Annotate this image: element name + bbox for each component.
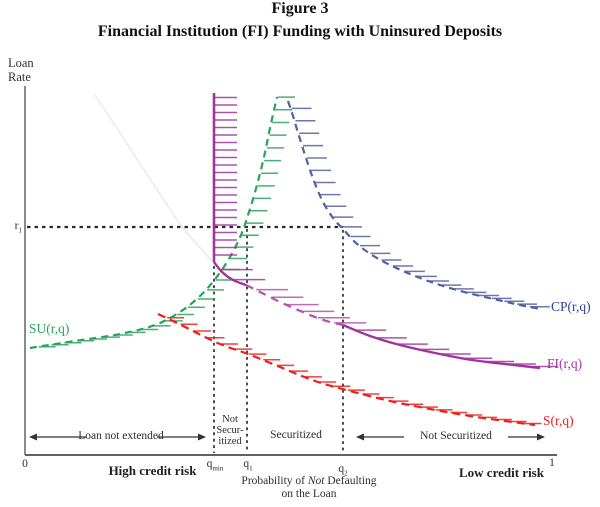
region-label-not-securitized: Not Securitized: [420, 430, 492, 442]
x-axis-label-line1: Probability of Not Defaulting: [241, 475, 377, 487]
region-arrow-head: [29, 433, 37, 441]
curve-fi-right: [342, 323, 541, 370]
x-tick-q1: q1: [243, 458, 253, 473]
curve-fi-faint: [94, 94, 215, 264]
curve-cp: [286, 100, 541, 311]
curve-label-s: S(r,q): [543, 413, 574, 428]
region-label-not-securitized-narrow: Not Secur-itized: [216, 414, 244, 447]
x-axis-label-line2: on the Loan: [281, 488, 337, 500]
x-tick-qmin: qmin: [206, 458, 224, 473]
y-axis-label: Loan Rate: [8, 56, 34, 84]
x-region-high-credit-risk: High credit risk: [108, 463, 197, 478]
region-label-loan-not-extended: Loan not extended: [78, 430, 164, 442]
region-arrow-head: [537, 433, 545, 441]
figure-title: Financial Institution (FI) Funding with …: [97, 23, 503, 40]
region-arrow-head: [356, 433, 364, 441]
curve-label-fi: FI(r,q): [547, 356, 583, 371]
figure-number: Figure 3: [271, 0, 329, 17]
x-region-low-credit-risk: Low credit risk: [459, 465, 544, 480]
curve-s: [157, 313, 536, 427]
r1-guide-label: r1: [14, 220, 22, 235]
curve-fi-bend: [213, 261, 247, 287]
x-tick-1: 1: [549, 457, 555, 469]
x-tick-0: 0: [22, 458, 28, 470]
x-tick-q2: q2: [338, 463, 348, 478]
curve-su: [29, 96, 279, 350]
region-arrow-head: [198, 433, 206, 441]
region-label-securitized: Securitized: [270, 429, 322, 441]
curve-label-cp: CP(r,q): [551, 299, 591, 314]
curve-label-su: SU(r,q): [29, 321, 70, 336]
curve-fi-dashed: [245, 284, 344, 327]
